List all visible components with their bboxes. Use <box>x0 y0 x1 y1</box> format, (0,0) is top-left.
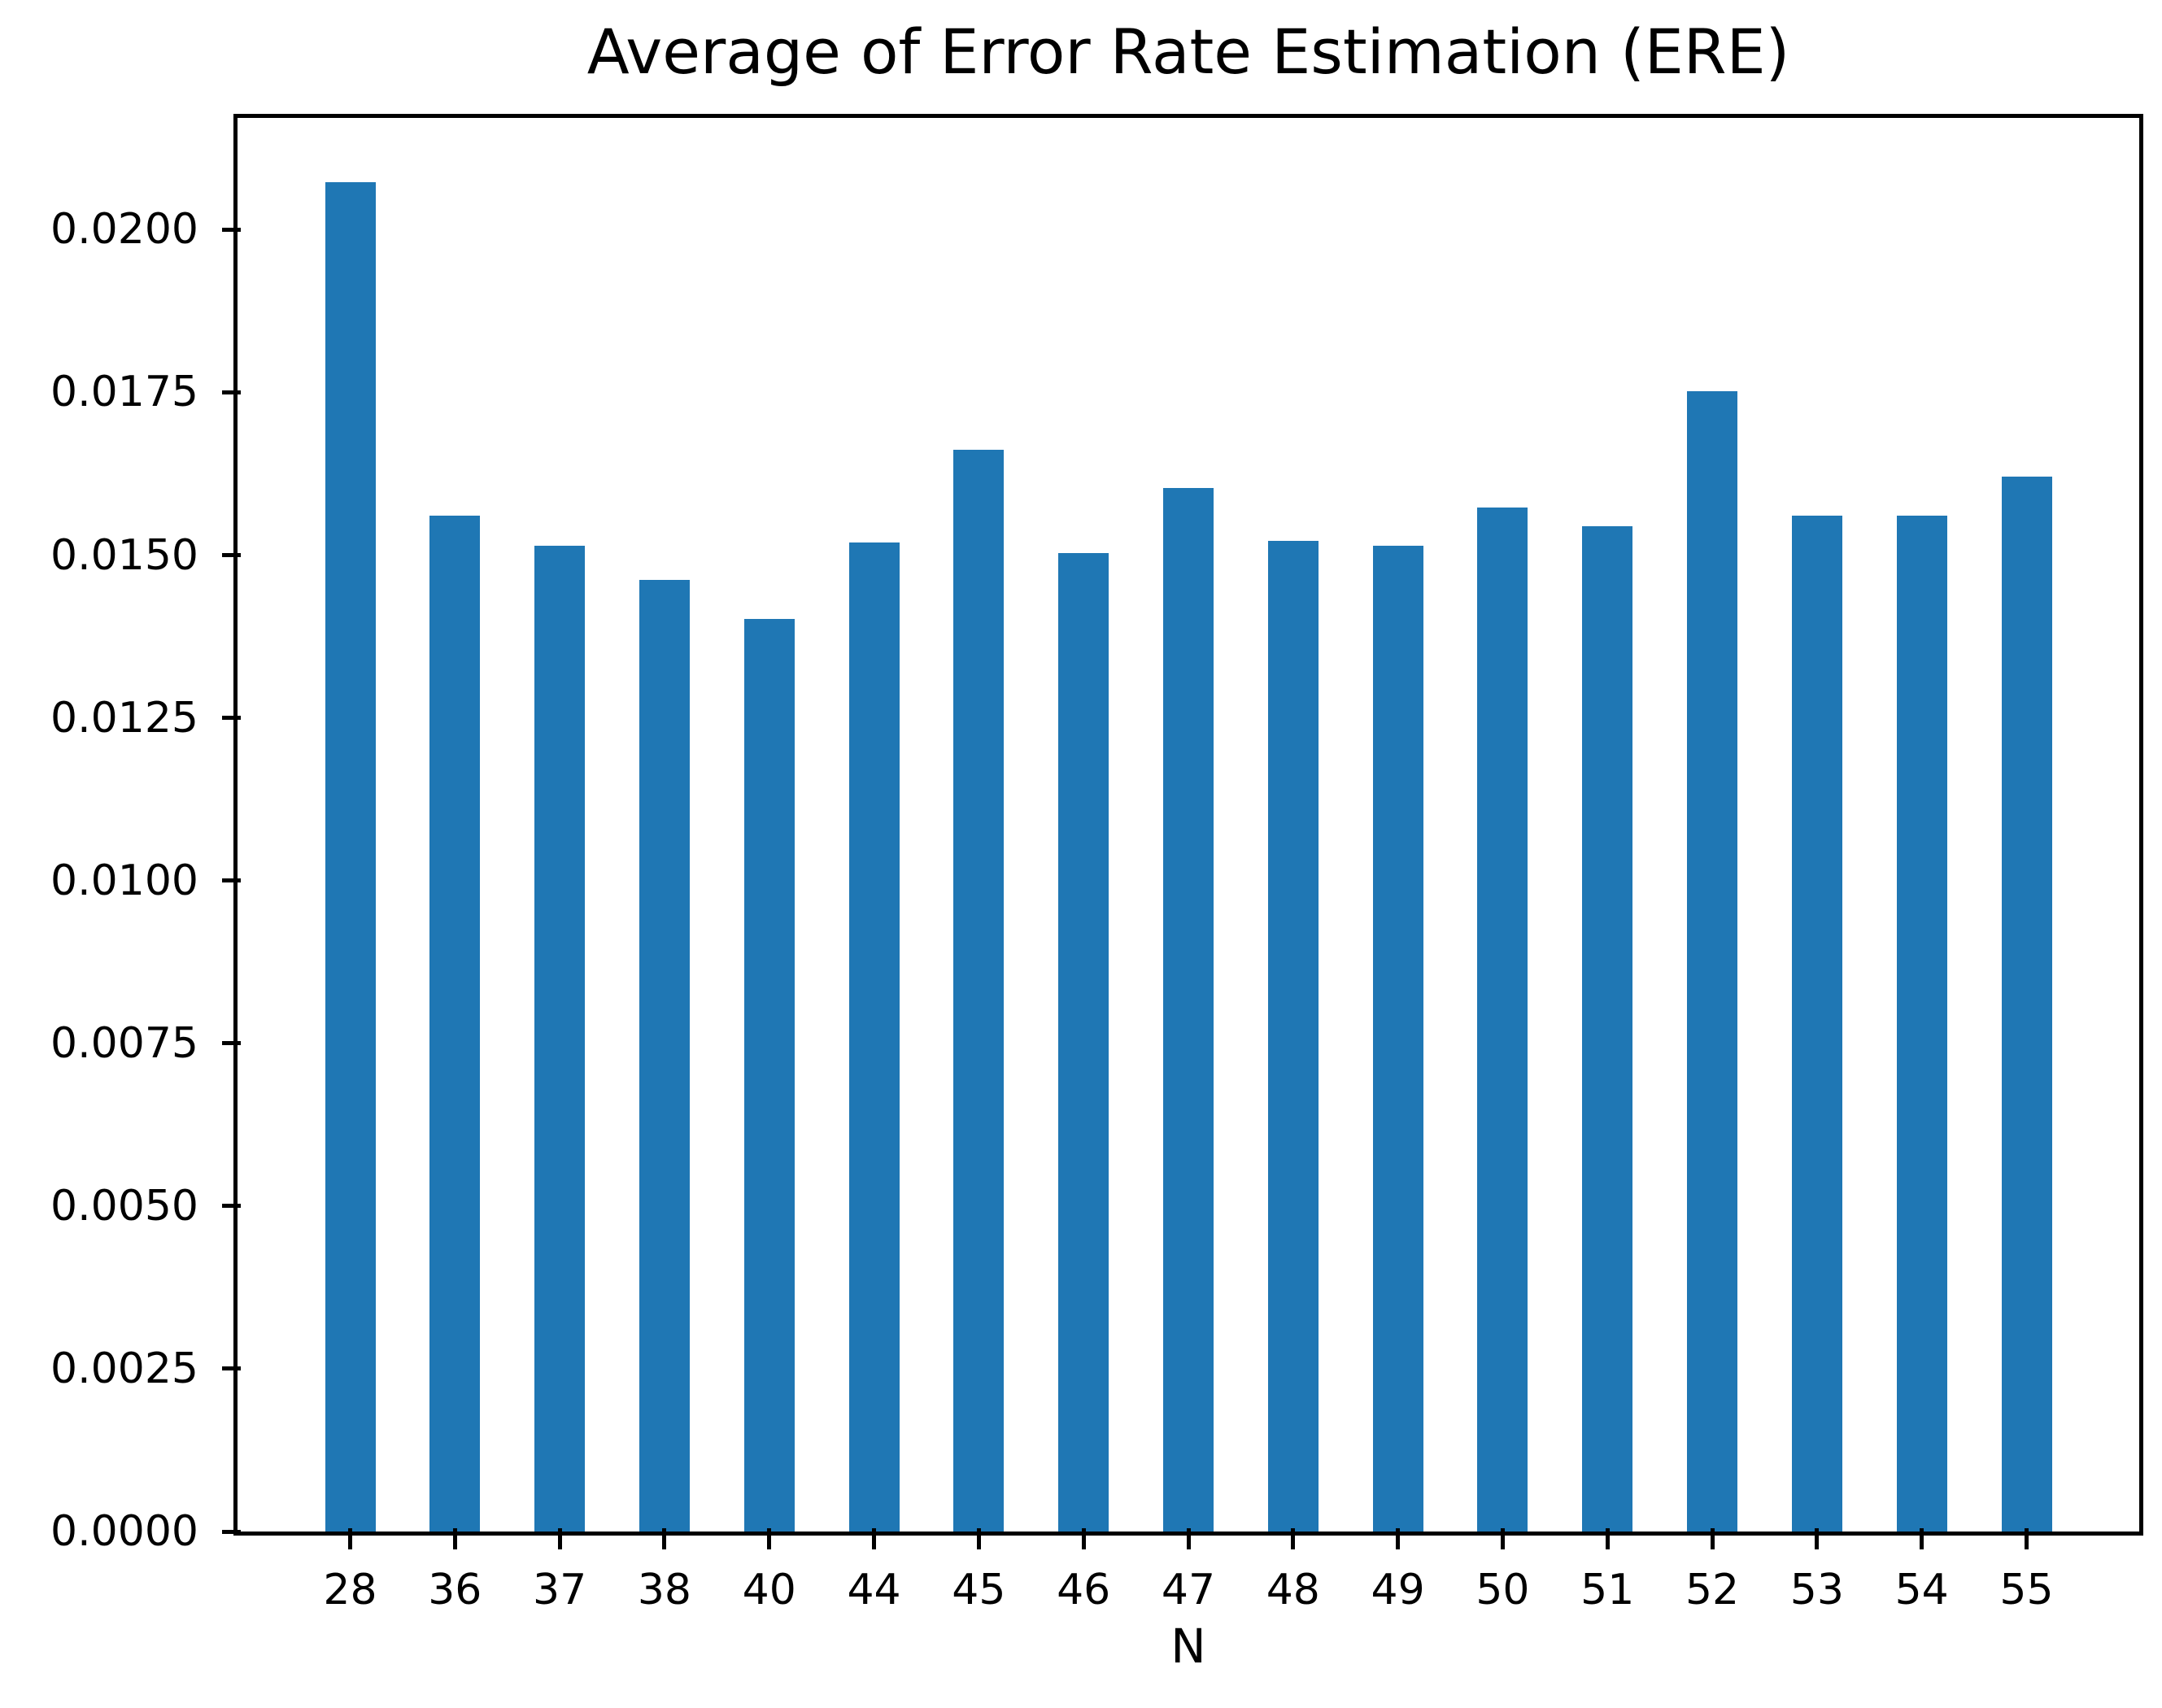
x-tick-mark-45 <box>976 1528 981 1549</box>
x-tick-label-44: 44 <box>847 1566 901 1614</box>
y-tick-label-0.0150: 0.0150 <box>50 530 198 580</box>
bar-47 <box>1163 488 1214 1532</box>
x-tick-mark-53 <box>1815 1528 1820 1549</box>
bar-37 <box>534 545 586 1532</box>
plot-area: N 28 36 37 38 40 44 45 46 47 48 49 50 51 52 53 54 55 0.00… <box>50 114 2143 1670</box>
x-tick-mark-28 <box>348 1528 352 1549</box>
x-axis-label: N <box>1170 1619 1206 1674</box>
y-tick-label-0.0200: 0.0200 <box>50 205 198 255</box>
x-tick-mark-51 <box>1605 1528 1610 1549</box>
bar-38 <box>639 579 690 1532</box>
x-tick-mark-54 <box>1920 1528 1924 1549</box>
bar-52 <box>1687 390 1738 1532</box>
x-tick-label-53: 53 <box>1789 1566 1844 1614</box>
x-tick-label-40: 40 <box>742 1566 796 1614</box>
bar-49 <box>1372 545 1423 1532</box>
x-tick-mark-44 <box>872 1528 877 1549</box>
x-tick-label-46: 46 <box>1057 1566 1111 1614</box>
bar-28 <box>325 181 376 1532</box>
bar-45 <box>953 449 1005 1532</box>
bar-36 <box>429 516 481 1532</box>
y-tick-mark-0.0050 <box>222 1204 241 1209</box>
y-tick-mark-0.0025 <box>222 1366 241 1371</box>
x-tick-label-38: 38 <box>637 1566 692 1614</box>
x-tick-label-48: 48 <box>1266 1566 1320 1614</box>
chart-title: Average of Error Rate Estimation (ERE) <box>586 15 1790 88</box>
x-tick-mark-46 <box>1081 1528 1086 1549</box>
x-tick-mark-48 <box>1291 1528 1296 1549</box>
x-tick-label-49: 49 <box>1371 1566 1425 1614</box>
x-tick-label-36: 36 <box>428 1566 482 1614</box>
y-tick-mark-0.0175 <box>222 390 241 394</box>
x-tick-mark-38 <box>662 1528 667 1549</box>
y-tick-label-0.0050: 0.0050 <box>50 1181 198 1231</box>
x-tick-label-54: 54 <box>1894 1566 1949 1614</box>
y-tick-mark-0.0100 <box>222 878 241 883</box>
y-tick-label-0.0175: 0.0175 <box>50 368 198 417</box>
x-tick-mark-47 <box>1186 1528 1191 1549</box>
bar-48 <box>1267 540 1319 1532</box>
x-tick-mark-50 <box>1500 1528 1505 1549</box>
bar-51 <box>1582 525 1633 1532</box>
y-tick-mark-0.0000 <box>222 1529 241 1534</box>
x-tick-label-55: 55 <box>1999 1566 2054 1614</box>
bar-46 <box>1058 553 1109 1532</box>
y-tick-label-0.0000: 0.0000 <box>50 1507 198 1556</box>
x-tick-mark-36 <box>452 1528 457 1549</box>
y-tick-label-0.0075: 0.0075 <box>50 1018 198 1068</box>
bar-53 <box>1791 516 1842 1532</box>
x-tick-mark-55 <box>2025 1528 2029 1549</box>
bar-54 <box>1896 516 1947 1532</box>
x-tick-label-37: 37 <box>533 1566 587 1614</box>
x-tick-label-51: 51 <box>1580 1566 1635 1614</box>
y-tick-mark-0.0125 <box>222 716 241 721</box>
bar-50 <box>1477 508 1528 1532</box>
x-tick-label-28: 28 <box>323 1566 377 1614</box>
x-tick-label-45: 45 <box>952 1566 1006 1614</box>
x-tick-label-52: 52 <box>1685 1566 1740 1614</box>
x-tick-mark-37 <box>557 1528 562 1549</box>
bar-55 <box>2001 476 2052 1532</box>
bar-44 <box>848 542 900 1532</box>
y-tick-label-0.0100: 0.0100 <box>50 856 198 905</box>
x-tick-label-47: 47 <box>1161 1566 1216 1614</box>
x-tick-label-50: 50 <box>1475 1566 1530 1614</box>
bar-40 <box>743 618 795 1532</box>
x-tick-mark-40 <box>767 1528 772 1549</box>
y-tick-mark-0.0200 <box>222 227 241 232</box>
x-tick-mark-49 <box>1396 1528 1401 1549</box>
y-tick-label-0.0025: 0.0025 <box>50 1344 198 1393</box>
y-tick-mark-0.0075 <box>222 1041 241 1046</box>
y-tick-label-0.0125: 0.0125 <box>50 693 198 743</box>
x-tick-mark-52 <box>1710 1528 1715 1549</box>
y-tick-mark-0.0150 <box>222 553 241 557</box>
